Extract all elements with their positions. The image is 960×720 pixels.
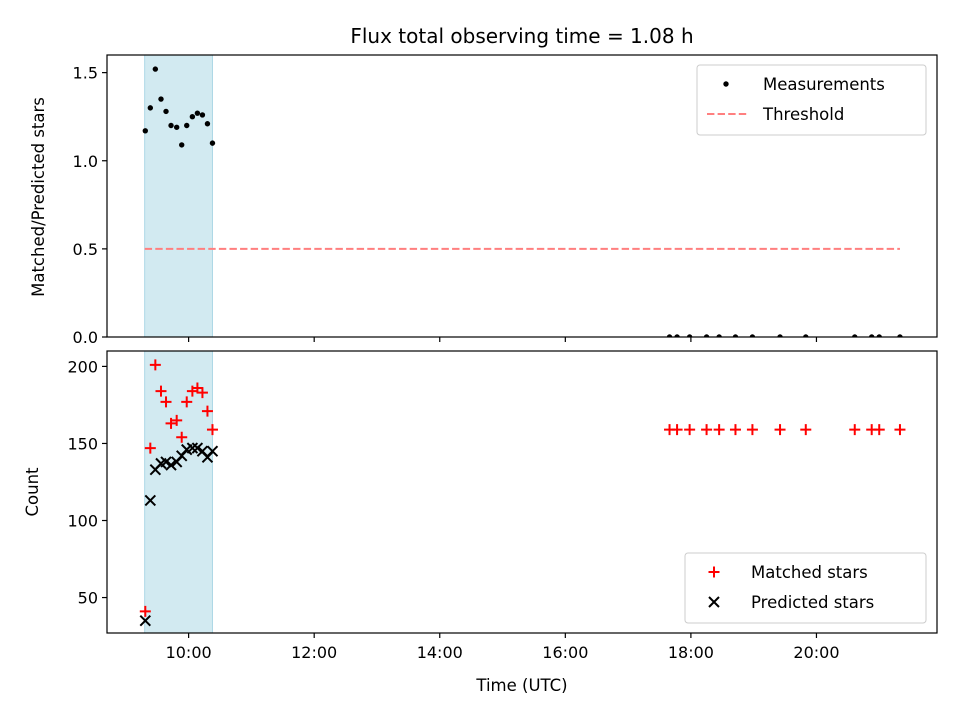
measurement-point	[142, 128, 148, 134]
measurement-point	[163, 108, 169, 115]
y-tick-label: 150	[67, 434, 98, 453]
matched-star-point	[713, 424, 725, 436]
measurement-point	[152, 66, 159, 72]
measurement-point	[199, 112, 206, 118]
observing-window-span	[144, 54, 213, 338]
measurement-point	[666, 334, 673, 337]
y-tick-label: 1.5	[73, 64, 98, 83]
legend-box	[684, 552, 927, 624]
measurement-point	[674, 334, 680, 337]
bottom-y-axis-label: Count	[23, 467, 42, 517]
measurement-point	[204, 121, 211, 127]
matched-star-point	[201, 405, 213, 417]
measurement-point	[686, 334, 693, 337]
predicted-star-point	[165, 459, 177, 471]
chart-title: Flux total observing time = 1.08 h	[350, 24, 693, 48]
x-tick-label: 16:00	[542, 643, 588, 662]
matched-star-point	[144, 442, 156, 454]
matched-star-point	[894, 424, 906, 436]
matched-star-point	[171, 414, 183, 426]
measurement-point	[209, 140, 216, 146]
matched-star-point	[165, 417, 177, 429]
matched-star-point	[800, 424, 812, 436]
matched-star-point	[729, 424, 741, 436]
matched-star-point	[746, 424, 758, 436]
legend-label: Measurements	[763, 75, 885, 94]
matched-star-point	[155, 385, 167, 397]
y-tick-label: 200	[67, 357, 98, 376]
legend-dot-swatch	[723, 81, 729, 87]
x-tick-label: 10:00	[166, 643, 212, 662]
plot-area	[142, 66, 903, 337]
matched-star-point	[176, 431, 188, 443]
predicted-star-point	[144, 494, 157, 507]
legend-label: Threshold	[762, 105, 844, 124]
matched-star-point	[196, 387, 208, 399]
matched-star-point	[181, 396, 193, 408]
predicted-star-point	[160, 456, 172, 468]
measurement-point	[168, 122, 174, 129]
measurement-point	[158, 96, 164, 102]
measurement-point	[876, 334, 882, 337]
x-tick-label: 20:00	[793, 643, 839, 662]
measurement-point	[703, 334, 710, 337]
measurement-point	[147, 105, 154, 111]
matched-star-point	[701, 424, 713, 436]
matched-star-point	[160, 396, 172, 408]
measurement-point	[749, 334, 756, 337]
measurement-point	[173, 124, 180, 130]
plot-area	[139, 359, 906, 627]
measurement-point	[189, 113, 196, 120]
y-tick-label: 0.5	[73, 240, 98, 259]
predicted-star-point	[139, 614, 152, 627]
predicted-star-point	[186, 442, 199, 454]
x-tick-label: 14:00	[417, 643, 463, 662]
y-tick-label: 50	[78, 589, 98, 608]
measurement-point	[179, 142, 185, 148]
matched-star-point	[149, 359, 161, 371]
matched-star-point	[139, 605, 151, 617]
axes-frame	[106, 54, 938, 338]
measurement-point	[777, 334, 783, 337]
measurement-point	[732, 334, 739, 337]
y-tick-label: 100	[67, 512, 98, 531]
predicted-star-point	[191, 442, 204, 454]
matched-star-point	[849, 424, 861, 436]
y-tick-label: 1.0	[73, 152, 98, 171]
top-panel: 0.0 0.5 1.0 1.5 Measurements Threshold	[73, 54, 938, 347]
legend-label: Predicted stars	[751, 593, 874, 612]
matched-star-point	[684, 424, 696, 436]
x-tick-label: 18:00	[668, 643, 714, 662]
bottom-panel: 50 100 150 200 10:00 12:00 14:00 16:00 18:00 20:0…	[67, 350, 938, 662]
x-axis-label: Time (UTC)	[475, 676, 567, 695]
measurement-point	[803, 334, 809, 337]
legend: Matched stars Predicted stars	[684, 552, 927, 624]
y-tick-label: 0.0	[73, 328, 98, 347]
measurement-point	[184, 122, 190, 129]
measurement-point	[716, 334, 722, 337]
legend: Measurements Threshold	[696, 64, 927, 136]
legend-x-swatch	[708, 596, 720, 608]
matched-star-point	[873, 424, 885, 436]
x-tick-label: 12:00	[291, 643, 337, 662]
measurement-point	[194, 110, 201, 116]
matched-star-point	[671, 424, 683, 436]
legend-box	[696, 64, 927, 136]
legend-plus-swatch	[708, 566, 720, 578]
predicted-star-point	[206, 445, 219, 457]
matched-star-point	[206, 424, 218, 436]
top-y-axis-label: Matched/Predicted stars	[29, 97, 48, 297]
legend-label: Matched stars	[751, 563, 868, 582]
axes-frame	[106, 350, 938, 634]
matched-star-point	[774, 424, 786, 436]
measurement-point	[852, 334, 858, 337]
measurement-point	[897, 334, 903, 337]
measurement-point	[869, 334, 875, 337]
